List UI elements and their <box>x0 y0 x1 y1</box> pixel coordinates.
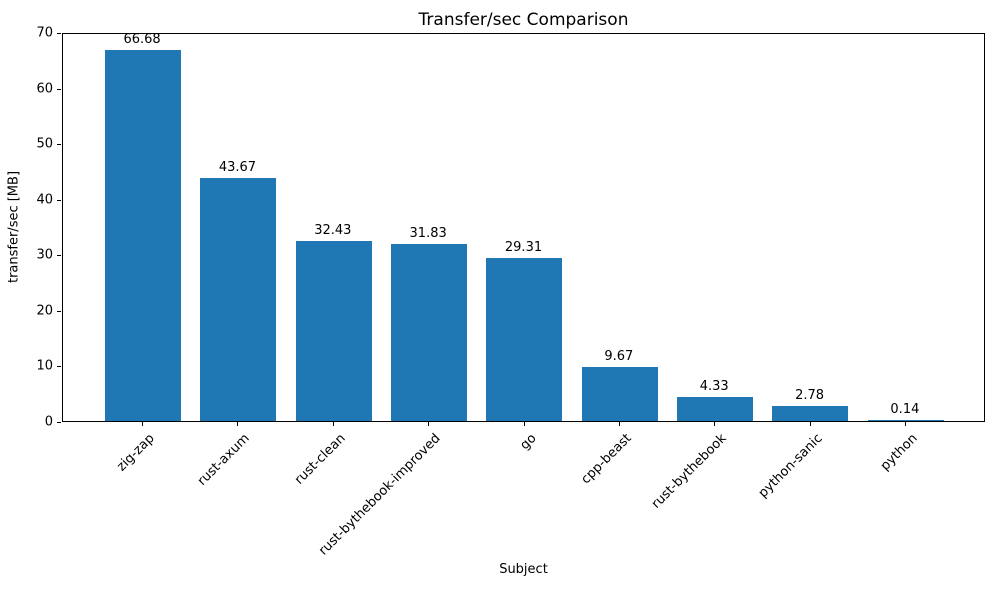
bar-python <box>868 420 944 421</box>
bar-go <box>486 258 562 421</box>
plot-area <box>62 33 985 422</box>
y-axis-label: transfer/sec [MB] <box>6 170 22 284</box>
bar-value-label: 32.43 <box>314 223 352 238</box>
bar-cpp-beast <box>582 367 658 421</box>
x-tick-mark <box>905 422 906 426</box>
x-tick-label-go: go <box>517 431 540 454</box>
x-tick-label-rust-bythebook: rust-bythebook <box>649 431 730 512</box>
bar-value-label: 43.67 <box>218 160 257 175</box>
y-tick-label: 10 <box>36 358 53 374</box>
bar-zig-zap <box>105 50 181 421</box>
x-tick-mark <box>619 422 620 426</box>
chart-title: Transfer/sec Comparison <box>418 10 629 30</box>
bar-rust-bythebook <box>677 397 753 421</box>
x-tick-mark <box>428 422 429 426</box>
x-tick-label-zig-zap: zig-zap <box>114 431 158 475</box>
y-tick-mark <box>57 311 61 312</box>
x-tick-mark <box>524 422 525 426</box>
y-tick-mark <box>57 255 61 256</box>
x-tick-mark <box>237 422 238 426</box>
bar-value-label: 0.14 <box>890 402 920 417</box>
bar-value-label: 9.67 <box>604 349 634 364</box>
bar-value-label: 29.31 <box>504 240 543 255</box>
bar-python-sanic <box>772 406 848 421</box>
bar-value-label: 2.78 <box>795 388 825 403</box>
bar-rust-axum <box>200 178 276 421</box>
x-tick-mark <box>333 422 334 426</box>
bar-value-label: 31.83 <box>409 226 447 241</box>
y-tick-label: 20 <box>36 303 53 319</box>
x-tick-label-rust-axum: rust-axum <box>195 431 254 489</box>
y-tick-mark <box>57 89 61 90</box>
x-tick-label-python-sanic: python-sanic <box>755 431 826 501</box>
x-tick-label-python: python <box>877 431 921 474</box>
y-tick-mark <box>57 144 61 145</box>
y-tick-label: 40 <box>36 192 53 208</box>
y-tick-label: 60 <box>36 81 53 97</box>
bar-rust-bythebook-improved <box>391 244 467 421</box>
x-tick-mark <box>142 422 143 426</box>
bar-value-label: 4.33 <box>699 379 729 394</box>
x-tick-mark <box>714 422 715 426</box>
y-tick-mark <box>57 422 61 423</box>
y-tick-mark <box>57 366 61 367</box>
bar-rust-clean <box>296 241 372 421</box>
x-axis-label: Subject <box>499 562 548 577</box>
x-tick-mark <box>810 422 811 426</box>
x-tick-label-rust-clean: rust-clean <box>291 431 349 488</box>
y-tick-label: 0 <box>44 414 53 430</box>
y-tick-label: 50 <box>36 136 53 152</box>
bar-value-label: 66.68 <box>123 32 161 47</box>
y-tick-mark <box>57 200 61 201</box>
x-tick-label-cpp-beast: cpp-beast <box>578 431 635 488</box>
y-tick-label: 70 <box>36 25 53 41</box>
y-tick-label: 30 <box>36 247 53 263</box>
y-tick-mark <box>57 33 61 34</box>
